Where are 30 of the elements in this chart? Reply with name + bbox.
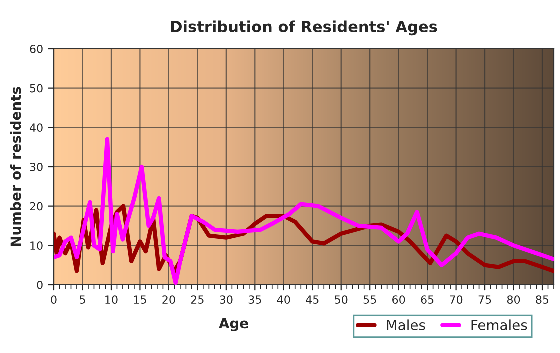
x-tick-label: 10: [106, 296, 118, 304]
x-tick-label: 45: [306, 296, 319, 304]
y-tick-label: 0: [37, 280, 43, 290]
x-tick-label: 70: [450, 296, 463, 304]
x-tick-label: 75: [478, 296, 492, 304]
x-tick-label: 30: [220, 296, 233, 304]
x-tick-label: 65: [421, 296, 434, 304]
x-tick-label: 50: [335, 296, 348, 304]
x-tick-label: 5: [80, 296, 86, 304]
x-tick-label: 85: [536, 296, 549, 304]
legend-label: Males: [387, 320, 426, 330]
x-tick-label: 55: [364, 296, 376, 304]
x-tick-label: 60: [392, 296, 406, 304]
x-tick-label: 20: [162, 296, 176, 304]
x-tick-label: 80: [507, 296, 520, 304]
chart-title: Distribution of Residents' Ages: [171, 20, 438, 36]
x-tick-label: 40: [277, 296, 290, 304]
x-axis-title: Age: [219, 318, 248, 332]
x-tick-label: 25: [191, 296, 204, 304]
legend-label: Females: [472, 320, 528, 330]
y-tick-label: 40: [30, 124, 43, 132]
y-tick-label: 10: [30, 242, 43, 250]
y-tick-label: 20: [30, 202, 43, 211]
y-tick-label: 60: [30, 44, 43, 54]
y-tick-label: 30: [30, 162, 43, 172]
y-axis-title: Number of residents: [10, 87, 22, 246]
y-tick-label: 50: [30, 84, 43, 93]
x-tick-label: 0: [51, 296, 57, 304]
x-tick-label: 35: [248, 296, 262, 304]
x-tick-label: 15: [134, 296, 146, 304]
